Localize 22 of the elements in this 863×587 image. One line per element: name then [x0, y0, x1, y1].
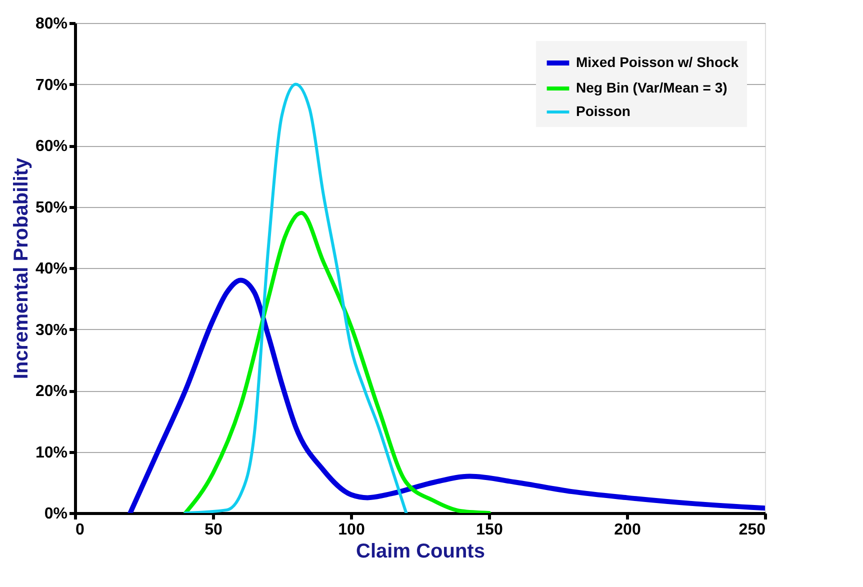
x-tick-label: 0 [76, 522, 84, 538]
x-axis-title: Claim Counts [356, 540, 485, 562]
legend-label: Mixed Poisson w/ Shock [576, 54, 739, 70]
line-series [183, 210, 491, 513]
x-tick-label: 50 [204, 522, 222, 538]
y-tick-label: 60% [35, 138, 68, 155]
y-tick-label: 20% [35, 383, 68, 400]
y-tick-label: 50% [35, 199, 68, 216]
x-tick-label: 200 [614, 522, 641, 538]
y-tick-label: 30% [35, 322, 68, 339]
y-tick-label: 70% [35, 76, 68, 94]
y-tick-label: 10% [35, 444, 68, 462]
line-series [184, 82, 408, 513]
y-tick-label: 40% [35, 260, 68, 278]
x-tick-label: 150 [476, 522, 503, 538]
legend-label: Poisson [576, 103, 630, 119]
x-tick-label: 100 [338, 522, 365, 538]
legend-label: Neg Bin (Var/Mean = 3) [576, 80, 728, 96]
y-axis-title: Incremental Probability [10, 157, 32, 380]
x-tick-label: 250 [738, 522, 766, 538]
y-tick-label: 0% [44, 506, 68, 522]
y-tick-label: 80% [35, 16, 68, 32]
